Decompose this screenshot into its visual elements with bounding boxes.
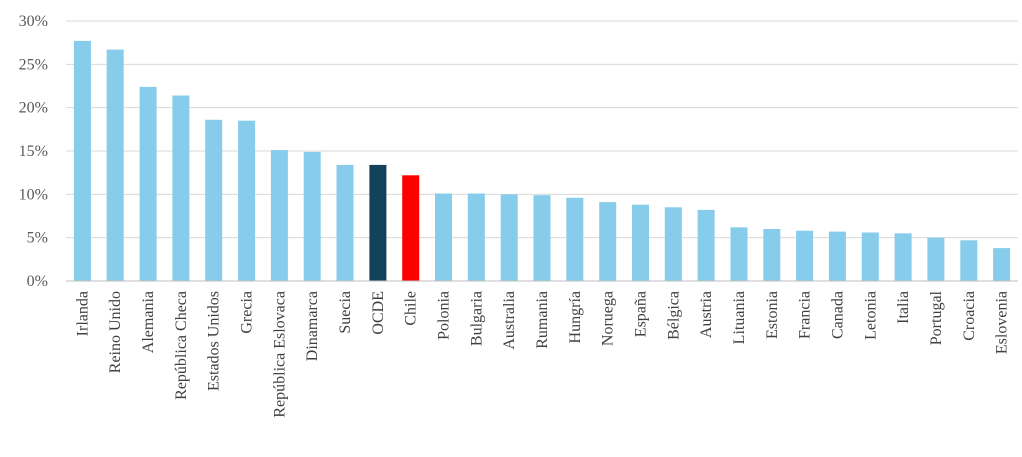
bars [73, 40, 1011, 282]
bar-italia [894, 233, 912, 281]
x-category-label: República Eslovaca [271, 291, 288, 418]
y-tick-label: 0% [27, 273, 48, 290]
x-category-label: Suecia [337, 291, 354, 334]
x-category-label: Estados Unidos [206, 291, 223, 391]
bar-lituania [730, 227, 748, 281]
bar-hungria [566, 197, 584, 281]
x-category-label: Reino Unido [107, 291, 124, 373]
x-category-label: Australia [501, 291, 518, 350]
x-category-label: República Checa [173, 291, 190, 400]
x-category-label: Hungría [567, 291, 584, 343]
x-category-label: Estonia [764, 291, 781, 339]
bar-estados-unidos [205, 119, 223, 281]
bar-dinamarca [303, 151, 321, 281]
bar-republica-eslovaca [270, 150, 288, 281]
bar-australia [500, 194, 518, 281]
bar-eslovenia [993, 248, 1011, 281]
x-category-label: España [633, 291, 650, 337]
bar-rumania [533, 195, 551, 281]
y-tick-label: 10% [19, 186, 48, 203]
x-category-label: Irlanda [74, 291, 91, 336]
y-tick-label: 25% [19, 56, 48, 73]
x-category-label: Dinamarca [304, 291, 321, 361]
y-tick-label: 5% [27, 230, 48, 247]
bar-reino-unido [106, 49, 124, 281]
x-category-label: Francia [797, 291, 814, 339]
bar-austria [697, 209, 715, 281]
bar-suecia [336, 164, 354, 281]
bar-bulgaria [467, 193, 485, 281]
bar-portugal [927, 237, 945, 281]
bar-polonia [435, 193, 452, 281]
bar-noruega [599, 202, 617, 281]
bar-irlanda [73, 40, 91, 282]
x-category-label: Polonia [436, 291, 453, 340]
bar-espana [632, 204, 649, 281]
x-category-label: Bélgica [665, 291, 682, 340]
bar-republica-checa [172, 95, 190, 281]
bar-francia [796, 230, 814, 281]
bar-croacia [960, 240, 978, 281]
x-axis-category-labels: Irlanda Reino Unido Alemania República Chec… [74, 290, 1010, 417]
x-category-label: Rumania [534, 291, 551, 349]
x-category-label: OCDE [370, 291, 387, 335]
x-category-label: Italia [895, 291, 912, 324]
y-tick-label: 20% [19, 100, 48, 117]
x-category-label: Croacia [961, 291, 978, 341]
bar-alemania [139, 86, 157, 282]
bar-chile [402, 175, 420, 281]
bar-canada [828, 231, 846, 281]
bar-belgica [664, 207, 682, 281]
x-category-label: Bulgaria [468, 291, 485, 346]
x-category-label: Letonia [862, 291, 879, 340]
x-category-label: Lituania [731, 291, 748, 344]
bar-ocde [369, 164, 387, 281]
x-category-label: Grecia [239, 291, 256, 334]
gridlines [66, 20, 1018, 239]
bar-estonia [763, 229, 781, 281]
bar-letonia [861, 232, 879, 281]
bar-grecia [238, 120, 256, 281]
y-tick-label: 30% [19, 13, 48, 30]
x-category-label: Chile [403, 291, 420, 326]
y-axis-tick-labels: 0% 5% 10% 15% 20% 25% 30% [19, 13, 48, 290]
x-category-label: Noruega [600, 291, 617, 346]
x-category-label: Austria [698, 291, 715, 338]
x-category-label: Portugal [928, 290, 945, 345]
x-category-label: Alemania [140, 291, 157, 353]
x-category-label: Canada [829, 291, 846, 339]
y-tick-label: 15% [19, 143, 48, 160]
x-category-label: Eslovenia [994, 291, 1011, 354]
